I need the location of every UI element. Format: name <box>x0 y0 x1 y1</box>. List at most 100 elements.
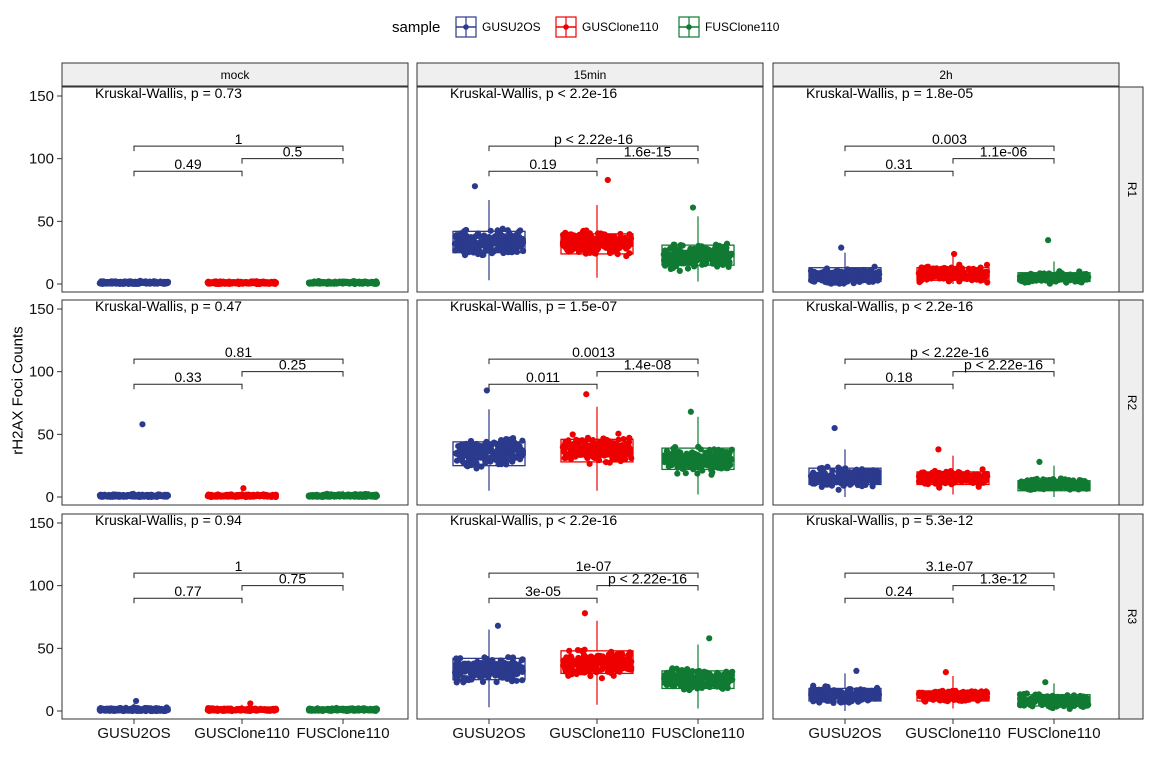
data-point <box>676 267 683 274</box>
data-point <box>684 462 691 469</box>
comparison-a-b-bracket <box>133 170 243 177</box>
data-point <box>509 452 516 460</box>
data-point <box>615 430 622 437</box>
data-point <box>606 449 614 457</box>
legend-label-fusclone110: FUSClone110 <box>705 20 780 34</box>
data-point <box>480 251 487 258</box>
data-point <box>471 183 479 190</box>
data-point <box>858 268 865 275</box>
data-point <box>610 440 617 447</box>
comparison-a-b-bracket <box>488 170 598 177</box>
comparison-a-c-label: 0.003 <box>932 131 967 147</box>
kruskal-wallis-label: Kruskal-Wallis, p = 0.73 <box>95 85 242 101</box>
legend-label-gusu2os: GUSU2OS <box>482 20 541 34</box>
data-point <box>723 258 730 265</box>
y-tick-label: 150 <box>29 515 54 532</box>
x-tick-label: GUSU2OS <box>452 725 525 742</box>
comparison-b-c-label: 1.6e-15 <box>624 144 672 160</box>
data-point <box>824 463 831 470</box>
data-point <box>670 452 677 459</box>
facet-label-15min: 15min <box>574 68 607 82</box>
data-point <box>594 236 601 243</box>
kruskal-wallis-label: Kruskal-Wallis, p < 2.2e-16 <box>450 85 617 101</box>
data-point <box>600 238 607 245</box>
data-point <box>847 268 854 275</box>
data-point <box>513 248 521 255</box>
legend-label-gusclone110: GUSClone110 <box>582 20 659 34</box>
data-point <box>721 250 728 257</box>
data-point <box>569 431 576 438</box>
data-point <box>240 485 247 492</box>
data-point <box>712 248 720 255</box>
comparison-a-b-label: 0.011 <box>526 369 560 385</box>
data-point <box>487 455 494 462</box>
y-tick-label: 150 <box>29 301 54 318</box>
y-tick-label: 0 <box>46 489 54 506</box>
data-point <box>810 469 817 476</box>
data-point <box>874 472 881 480</box>
data-point <box>481 444 488 451</box>
data-point <box>499 225 506 232</box>
x-tick-label: GUSU2OS <box>808 725 881 742</box>
panel-border <box>772 86 1120 293</box>
data-point <box>493 456 500 463</box>
data-point <box>579 229 586 236</box>
data-point <box>592 452 599 459</box>
comparison-a-b-label: 0.49 <box>174 156 201 172</box>
data-point <box>482 459 489 466</box>
data-point <box>139 421 146 428</box>
data-point <box>593 445 600 452</box>
data-point <box>952 476 959 483</box>
data-point <box>831 424 838 432</box>
comparison-b-c-bracket <box>241 158 344 164</box>
x-tick-label: GUSClone110 <box>549 725 645 742</box>
data-point <box>698 247 705 254</box>
data-point <box>462 445 469 452</box>
y-tick-label: 50 <box>37 213 54 230</box>
data-point <box>674 470 681 477</box>
y-tick-label: 0 <box>46 276 54 293</box>
facet-strip-R2 <box>1118 299 1144 506</box>
data-point <box>503 461 510 468</box>
facet-label-R3: R3 <box>1125 609 1139 625</box>
data-point <box>970 265 977 272</box>
data-point <box>672 444 679 451</box>
x-tick-label: GUSClone110 <box>194 725 290 742</box>
facet-strip-mock <box>61 62 409 87</box>
data-point <box>706 250 713 257</box>
data-point <box>452 247 459 254</box>
data-point <box>478 242 485 249</box>
data-point <box>611 455 618 462</box>
data-point <box>132 697 140 705</box>
data-point <box>687 408 694 415</box>
comparison-a-c-label: 1 <box>235 131 243 147</box>
y-tick-label: 50 <box>37 426 54 443</box>
data-point <box>586 449 593 456</box>
comparison-a-c-label: 0.81 <box>225 344 252 360</box>
legend-key-fusclone110 <box>678 16 700 38</box>
data-point <box>602 233 609 240</box>
data-point <box>685 250 692 257</box>
comparison-a-b-label: 0.31 <box>885 156 912 172</box>
x-tick-label: FUSClone110 <box>296 725 389 742</box>
data-point <box>666 257 674 264</box>
data-point <box>968 271 976 278</box>
data-point <box>613 247 621 254</box>
legend-key-gusclone110 <box>555 16 577 38</box>
data-point <box>604 176 611 184</box>
legend: sample GUSU2OS GUSClone110 FUSClone110 <box>0 0 1152 58</box>
data-point <box>703 451 710 458</box>
y-tick-label: 100 <box>29 364 54 381</box>
comparison-a-c-label: p < 2.22e-16 <box>910 344 989 360</box>
panel-border <box>416 86 764 293</box>
data-point <box>626 238 633 245</box>
facet-strip-R3 <box>1118 513 1144 720</box>
comparison-a-b-label: 0.19 <box>529 156 556 172</box>
data-point <box>516 242 524 250</box>
data-point <box>1036 458 1043 466</box>
data-point <box>484 245 492 253</box>
data-point <box>564 439 571 446</box>
data-point <box>612 236 619 243</box>
data-point <box>674 248 681 255</box>
data-point <box>457 243 464 250</box>
